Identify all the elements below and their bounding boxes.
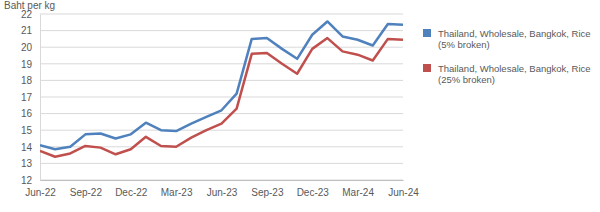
y-tick-label: 16: [21, 108, 33, 119]
y-tick: 20: [21, 42, 40, 53]
x-tick-label: Sep-22: [70, 187, 103, 198]
y-tick: 12: [21, 175, 40, 186]
legend-label-line: Thailand, Wholesale, Bangkok, Rice: [438, 28, 591, 39]
x-tick: Jun-24: [388, 180, 419, 198]
grid-line: [40, 97, 403, 98]
x-tick: Dec-22: [115, 180, 148, 198]
x-tick: Sep-22: [70, 180, 103, 198]
y-axis-line: [40, 15, 41, 181]
y-tick-label: 18: [21, 75, 33, 86]
grid-line: [40, 30, 403, 31]
legend-swatch: [423, 29, 431, 37]
legend-label-line: (5% broken): [438, 39, 490, 50]
y-tick: 17: [21, 92, 40, 103]
x-axis: Jun-22 Sep-22 Dec-22 Mar-23 Jun-23 Sep-23 Dec-…: [25, 180, 419, 198]
x-tick: Mar-23: [161, 180, 193, 198]
x-tick-label: Jun-23: [207, 187, 238, 198]
x-tick-label: Mar-24: [342, 187, 374, 198]
grid-line: [40, 163, 403, 164]
x-tick-label: Mar-23: [161, 187, 193, 198]
y-tick-label: 15: [21, 125, 33, 136]
y-tick: 16: [21, 108, 40, 119]
y-tick-label: 13: [21, 158, 33, 169]
legend-label-line: (25% broken): [438, 74, 495, 85]
y-tick: 15: [21, 125, 40, 136]
x-axis-line: [41, 180, 404, 181]
series-line: [40, 21, 403, 149]
y-tick: 19: [21, 59, 40, 70]
grid-line: [40, 14, 403, 15]
legend-label-line: Thailand, Wholesale, Bangkok, Rice: [438, 63, 591, 74]
y-tick-label: 17: [21, 92, 33, 103]
y-axis-title: Baht per kg: [4, 0, 55, 11]
x-tick: Dec-23: [297, 180, 330, 198]
x-tick-label: Dec-22: [115, 187, 148, 198]
legend-swatch: [423, 64, 431, 72]
grid-line: [40, 80, 403, 81]
legend-label: Thailand, Wholesale, Bangkok, Rice(25% b…: [438, 63, 591, 85]
x-tick: Jun-23: [207, 180, 238, 198]
grid: [40, 14, 403, 180]
grid-line: [40, 113, 403, 114]
plot-area: [40, 21, 403, 156]
x-tick: Jun-22: [25, 180, 56, 198]
x-tick: Sep-23: [251, 180, 284, 198]
x-tick-label: Dec-23: [297, 187, 330, 198]
y-tick-label: 12: [21, 175, 33, 186]
grid-line: [40, 130, 403, 131]
y-tick: 13: [21, 158, 40, 169]
legend: Thailand, Wholesale, Bangkok, Rice(5% br…: [423, 28, 591, 85]
y-tick-label: 14: [21, 142, 33, 153]
chart: 1213141516171819202122Jun-22Sep-22Dec-22…: [0, 0, 600, 212]
series-line: [40, 38, 403, 157]
grid-line: [40, 63, 403, 64]
y-tick-label: 21: [21, 25, 33, 36]
x-tick-label: Jun-24: [388, 187, 419, 198]
y-tick-label: 20: [21, 42, 33, 53]
y-axis: 1213141516171819202122: [21, 9, 41, 186]
y-tick: 21: [21, 25, 40, 36]
y-tick: 14: [21, 142, 40, 153]
y-tick: 18: [21, 75, 40, 86]
x-tick: Mar-24: [342, 180, 374, 198]
y-tick-label: 19: [21, 59, 33, 70]
grid-line: [40, 47, 403, 48]
legend-label: Thailand, Wholesale, Bangkok, Rice(5% br…: [438, 28, 591, 50]
grid-line: [40, 180, 403, 181]
x-tick-label: Sep-23: [251, 187, 284, 198]
x-tick-label: Jun-22: [25, 187, 56, 198]
